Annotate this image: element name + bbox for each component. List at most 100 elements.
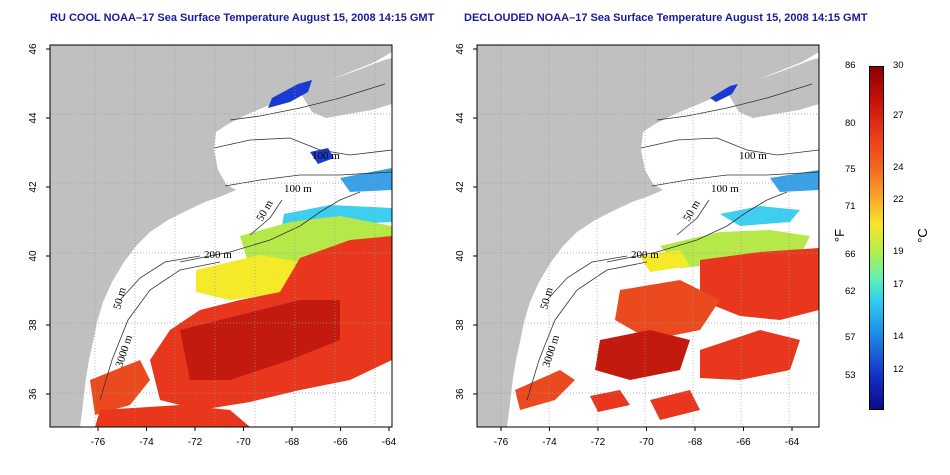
sst-warm-patch <box>700 248 819 320</box>
sst-warm-patch <box>650 390 700 420</box>
lat-tick-label: 46 <box>455 43 466 55</box>
contour-label: 100 m <box>284 183 312 195</box>
isobath-line <box>651 171 819 187</box>
contour-label: 100 m <box>711 183 739 195</box>
map-frame <box>476 44 820 428</box>
fahrenheit-tick-label: 86 <box>845 60 856 71</box>
lon-tick-label: -64 <box>785 437 800 448</box>
sst-hot-patch <box>180 300 340 380</box>
lat-tick-label: 40 <box>455 250 466 262</box>
nova-scotia-land <box>727 58 819 118</box>
lon-tick-label: -70 <box>236 437 251 448</box>
isobath-line <box>179 191 361 263</box>
lat-tick-label: 36 <box>28 388 39 400</box>
sst-warm-patch <box>590 390 630 412</box>
nova-scotia-land <box>300 58 392 118</box>
lat-tick-label: 38 <box>455 319 466 331</box>
sst-hot-patch <box>595 330 690 380</box>
contour-label: 50 m <box>538 286 555 311</box>
isobath-line <box>229 83 386 121</box>
sst-cold-patch <box>268 80 312 108</box>
isobath-line <box>606 191 788 263</box>
contour-label: 50 m <box>111 286 128 311</box>
celsius-tick-label: 12 <box>893 364 904 375</box>
celsius-tick-label: 24 <box>893 162 904 173</box>
isobath-line <box>224 171 392 187</box>
lon-tick-label: -68 <box>688 437 703 448</box>
lat-tick-label: 42 <box>455 181 466 193</box>
lat-tick-label: 44 <box>455 112 466 124</box>
celsius-tick-label: 22 <box>893 194 904 205</box>
lon-tick-label: -70 <box>639 437 654 448</box>
lon-tick-label: -66 <box>736 437 751 448</box>
gridlines <box>477 45 819 427</box>
sst-map-raw <box>50 45 392 427</box>
fahrenheit-tick-label: 66 <box>845 249 856 260</box>
lon-tick-label: -64 <box>382 437 397 448</box>
isobath-line <box>640 137 819 156</box>
lat-tick-label: 44 <box>28 112 39 124</box>
isobath-line <box>676 199 710 236</box>
sst-cool-patch <box>770 170 819 192</box>
axes-left: -76 -74 -72 -70 -68 -66 -64 46 44 42 40 38 36 <box>28 43 397 448</box>
celsius-tick-label: 14 <box>893 331 904 342</box>
isobath-line <box>119 255 201 301</box>
lon-tick-label: -66 <box>333 437 348 448</box>
gridlines <box>50 45 392 427</box>
sst-cool-patch <box>720 206 800 226</box>
fahrenheit-tick-label: 80 <box>845 118 856 129</box>
fahrenheit-tick-label: 71 <box>845 201 856 212</box>
fahrenheit-unit-label: °F <box>832 228 848 243</box>
sst-warm-patch <box>90 360 150 415</box>
isobath-line <box>526 261 648 401</box>
lon-tick-label: -72 <box>591 437 606 448</box>
lat-tick-label: 40 <box>28 250 39 262</box>
map-frame <box>49 44 393 428</box>
sst-warm-patch <box>700 330 800 380</box>
contour-label: 100 m <box>312 150 340 162</box>
sst-mid-patch <box>640 250 690 272</box>
celsius-unit-label: °C <box>914 228 930 243</box>
axes-right: -76 -74 -72 -70 -68 -66 -64 46 44 42 40 38 36 <box>455 43 800 448</box>
land-mass <box>477 45 819 427</box>
celsius-tick-label: 17 <box>893 279 904 290</box>
isobath-line <box>213 137 392 156</box>
sst-warm-patch <box>95 405 250 427</box>
lat-tick-label: 42 <box>28 181 39 193</box>
isobath-line <box>656 83 813 121</box>
lon-tick-label: -68 <box>285 437 300 448</box>
sst-cold-patch <box>710 84 738 102</box>
map-title-right: DECLOUDED NOAA–17 Sea Surface Temperatur… <box>464 12 868 24</box>
fahrenheit-tick-label: 62 <box>845 286 856 297</box>
lat-tick-label: 38 <box>28 319 39 331</box>
celsius-tick-label: 27 <box>893 110 904 121</box>
sst-warm-patch <box>515 370 575 410</box>
isobath-line <box>249 199 283 236</box>
sst-map-declouded <box>477 45 819 427</box>
lat-tick-label: 46 <box>28 43 39 55</box>
lon-tick-label: -74 <box>542 437 557 448</box>
fahrenheit-tick-label: 75 <box>845 164 856 175</box>
sst-cool-patch <box>340 168 392 192</box>
fahrenheit-tick-label: 57 <box>845 332 856 343</box>
celsius-tick-label: 19 <box>893 246 904 257</box>
temperature-colorbar <box>869 66 884 410</box>
isobath-line <box>546 255 628 301</box>
contour-label: 200 m <box>204 249 232 261</box>
sst-warm-patch <box>615 280 720 340</box>
lon-tick-label: -72 <box>188 437 203 448</box>
isobath-line <box>99 261 221 401</box>
contour-label: 100 m <box>739 150 767 162</box>
contour-label: 200 m <box>631 249 659 261</box>
lat-tick-label: 36 <box>455 388 466 400</box>
land-mass <box>50 45 392 427</box>
celsius-tick-label: 30 <box>893 60 904 71</box>
lon-tick-label: -76 <box>91 437 106 448</box>
map-title-left: RU COOL NOAA–17 Sea Surface Temperature … <box>50 12 435 24</box>
lon-tick-label: -74 <box>139 437 154 448</box>
fahrenheit-tick-label: 53 <box>845 370 856 381</box>
lon-tick-label: -76 <box>494 437 509 448</box>
sst-cold-patch <box>310 148 334 164</box>
sst-mid-patch <box>196 255 300 300</box>
